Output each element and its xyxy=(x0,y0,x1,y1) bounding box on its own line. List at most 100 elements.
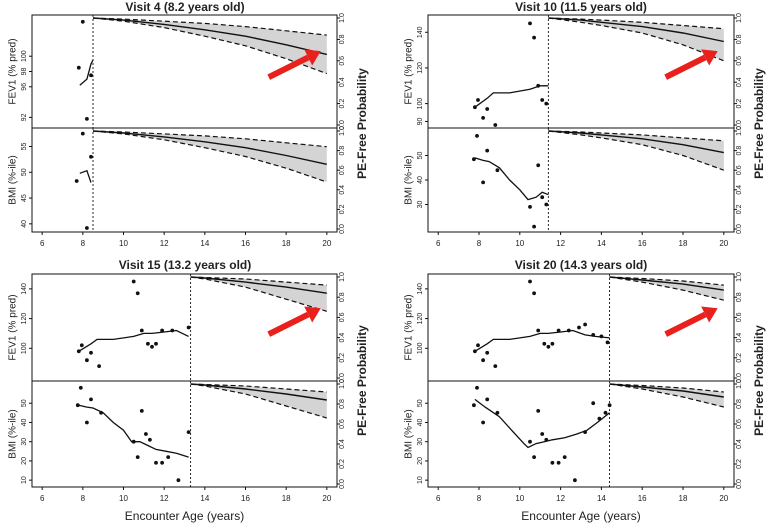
right-tick-label: 0.4 xyxy=(736,333,743,343)
data-point xyxy=(74,179,79,183)
y-tick-label: 98 xyxy=(21,68,28,76)
data-point xyxy=(99,410,103,415)
trend-line xyxy=(79,169,92,183)
bmi-axis-label: BMI (%-ile) xyxy=(8,409,19,458)
right-tick-label: 1.0 xyxy=(339,13,346,23)
data-point xyxy=(473,349,477,354)
x-tick-label: 18 xyxy=(679,494,688,503)
y-tick-label: 140 xyxy=(21,283,28,295)
y-tick-label: 10 xyxy=(417,476,424,484)
data-point xyxy=(603,410,608,415)
lower-bound-line xyxy=(92,130,327,183)
data-point xyxy=(599,334,604,339)
trend-line xyxy=(474,329,610,352)
bottom-plot-frame xyxy=(31,380,338,488)
y-tick-label: 20 xyxy=(417,457,424,465)
data-point xyxy=(89,73,93,78)
data-point xyxy=(536,409,541,413)
x-tick-label: 16 xyxy=(638,494,647,503)
right-tick-label: 0.4 xyxy=(339,185,346,195)
right-tick-label: 1.0 xyxy=(339,379,346,389)
right-tick-label: 0.6 xyxy=(339,419,346,429)
trend-line xyxy=(79,59,94,86)
y-tick-label: 100 xyxy=(417,98,424,110)
data-point xyxy=(556,328,561,333)
x-tick-label: 14 xyxy=(200,239,209,248)
upper-bound-line xyxy=(92,17,327,36)
confidence-band xyxy=(93,131,327,182)
y-tick-label: 50 xyxy=(21,168,28,176)
x-axis-label: Encounter Age (years) xyxy=(125,509,244,523)
right-tick-label: 0.2 xyxy=(736,459,743,469)
data-point xyxy=(544,437,549,442)
survival-mean-line xyxy=(548,130,724,154)
data-point xyxy=(89,154,93,159)
data-point xyxy=(528,21,532,26)
survival-mean-line xyxy=(609,276,724,291)
data-point xyxy=(186,430,191,434)
red-arrow-head xyxy=(701,306,718,323)
bmi-axis-label: BMI (%-ile) xyxy=(8,155,19,204)
x-tick-label: 20 xyxy=(719,239,728,248)
data-point xyxy=(135,291,140,296)
data-point xyxy=(542,341,547,346)
x-tick-label: 6 xyxy=(436,494,441,503)
data-point xyxy=(160,460,165,465)
data-point xyxy=(97,364,101,368)
bottom-plot-frame xyxy=(427,380,735,488)
data-point xyxy=(556,460,561,465)
red-arrow-head xyxy=(304,306,321,323)
chart-title: Visit 15 (13.2 years old) xyxy=(119,258,252,272)
lower-bound-line xyxy=(548,130,725,171)
data-point xyxy=(475,134,479,138)
right-tick-label: 0.4 xyxy=(736,77,743,87)
probability-axis-label: PE-Free Probability xyxy=(752,68,766,179)
data-point xyxy=(577,325,581,330)
data-point xyxy=(476,98,480,102)
right-tick-label: 0.6 xyxy=(736,165,743,175)
right-tick-label: 0.8 xyxy=(736,292,743,302)
data-point xyxy=(481,358,485,363)
upper-bound-line xyxy=(548,17,724,30)
x-tick-label: 18 xyxy=(282,494,291,503)
right-tick-label: 0.8 xyxy=(339,34,346,44)
data-point xyxy=(131,279,136,284)
x-tick-label: 6 xyxy=(436,239,441,248)
data-point xyxy=(472,157,476,162)
red-arrow-shaft xyxy=(267,54,310,80)
chart-title: Visit 4 (8.2 years old) xyxy=(125,0,244,14)
right-tick-label: 0.4 xyxy=(339,439,346,449)
right-tick-label: 1.0 xyxy=(736,126,743,136)
right-tick-label: 0.2 xyxy=(736,353,743,363)
data-point xyxy=(89,350,93,355)
data-point xyxy=(528,205,532,209)
right-tick-label: 0.8 xyxy=(736,399,743,409)
data-point xyxy=(591,333,596,337)
data-point xyxy=(79,343,84,348)
data-point xyxy=(146,341,150,346)
y-tick-label: 140 xyxy=(417,283,424,295)
bmi-axis-label: BMI (%-ile) xyxy=(404,155,415,204)
right-tick-label: 0.8 xyxy=(736,34,743,44)
data-point xyxy=(154,341,158,346)
data-point xyxy=(135,455,140,459)
x-axis-label: Encounter Age (years) xyxy=(521,509,640,523)
x-tick-label: 14 xyxy=(200,494,209,503)
y-tick-label: 40 xyxy=(21,418,28,426)
data-point xyxy=(475,385,479,390)
lower-bound-line xyxy=(92,17,328,75)
right-tick-label: 0.2 xyxy=(736,204,743,214)
right-tick-label: 0.2 xyxy=(736,99,743,109)
y-tick-label: 30 xyxy=(417,438,424,446)
red-arrow-shaft xyxy=(267,311,310,337)
right-tick-label: 0.6 xyxy=(736,312,743,322)
survival-mean-line xyxy=(548,17,724,43)
data-point xyxy=(176,478,181,483)
data-point xyxy=(546,344,551,349)
x-tick-label: 8 xyxy=(477,239,482,248)
y-tick-label: 30 xyxy=(21,438,28,446)
data-point xyxy=(528,279,532,284)
